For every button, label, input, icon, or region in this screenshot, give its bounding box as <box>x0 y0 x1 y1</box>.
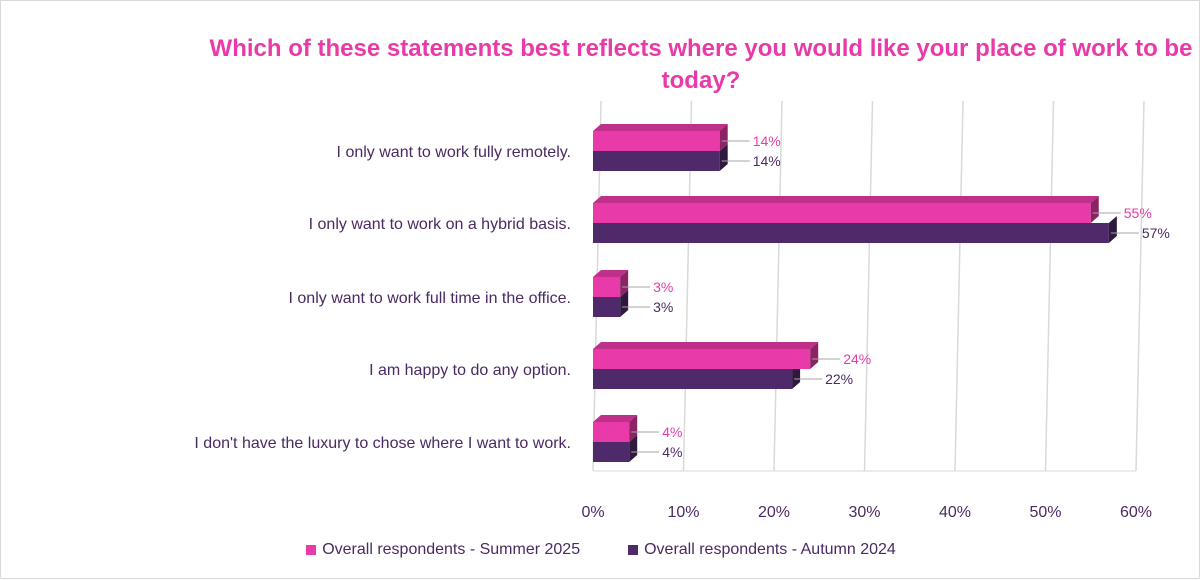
bar-top <box>593 270 629 277</box>
data-label: 4% <box>662 444 682 460</box>
x-tick-label: 0% <box>581 504 604 521</box>
bar-front <box>593 297 621 317</box>
legend-swatch-autumn <box>628 545 639 555</box>
bar-front <box>593 349 811 369</box>
bar-side <box>719 144 728 171</box>
bar-front <box>593 151 720 171</box>
bar-front <box>593 131 720 151</box>
bar-side <box>629 435 638 462</box>
bar-side <box>1108 216 1117 243</box>
data-label: 55% <box>1124 205 1152 221</box>
legend: Overall respondents - Summer 2025 Overal… <box>1 541 1200 559</box>
x-tick-label: 20% <box>758 504 790 521</box>
bar-side <box>620 270 629 297</box>
x-tick-label: 10% <box>667 504 699 521</box>
bar-front <box>593 203 1091 223</box>
legend-swatch-summer <box>306 545 317 555</box>
bar-front <box>593 442 630 462</box>
bar-summer-2025 <box>593 196 1099 223</box>
gridline <box>954 100 964 472</box>
data-label: 4% <box>662 424 682 440</box>
x-tick-label: 60% <box>1120 504 1152 521</box>
bar-summer-2025 <box>593 415 638 442</box>
legend-label-autumn: Overall respondents - Autumn 2024 <box>644 541 896 558</box>
bar-top <box>593 196 1099 203</box>
data-label: 24% <box>843 351 871 367</box>
bar-side <box>719 124 728 151</box>
category-label: I only want to work fully remotely. <box>337 144 571 161</box>
category-label: I don't have the luxury to chose where I… <box>194 435 571 452</box>
gridline <box>773 100 783 472</box>
bar-autumn-2024 <box>593 144 728 171</box>
labels: 0% 10% 20% 30% 40% 50% 60% I only want to work … <box>194 133 1169 521</box>
legend-item-summer-2025: Overall respondents - Summer 2025 <box>306 541 580 559</box>
bar-front <box>593 422 630 442</box>
bar-side <box>620 290 629 317</box>
category-label: I am happy to do any option. <box>369 362 571 379</box>
data-label: 3% <box>653 299 673 315</box>
bar-autumn-2024 <box>593 435 638 462</box>
bar-top <box>593 342 819 349</box>
data-label: 14% <box>753 153 781 169</box>
bar-top <box>593 415 638 422</box>
legend-label-summer: Overall respondents - Summer 2025 <box>322 541 581 558</box>
category-label: I only want to work on a hybrid basis. <box>309 216 571 233</box>
data-label: 22% <box>825 371 853 387</box>
category-label: I only want to work full time in the off… <box>289 290 572 307</box>
bar-summer-2025 <box>593 124 728 151</box>
bar-front <box>593 369 793 389</box>
x-tick-label: 50% <box>1029 504 1061 521</box>
x-tick-label: 30% <box>848 504 880 521</box>
data-label: 3% <box>653 279 673 295</box>
bar-summer-2025 <box>593 270 629 297</box>
bars <box>593 124 1117 462</box>
gridline <box>1135 100 1145 472</box>
bar-front <box>593 277 621 297</box>
bar-top <box>593 124 728 131</box>
bar-autumn-2024 <box>593 216 1117 243</box>
x-tick-label: 40% <box>939 504 971 521</box>
gridline <box>1044 100 1055 472</box>
data-label: 57% <box>1142 225 1170 241</box>
gridlines <box>592 100 1145 472</box>
data-label: 14% <box>753 133 781 149</box>
bar-autumn-2024 <box>593 290 629 317</box>
bar-side <box>1090 196 1099 223</box>
bar-summer-2025 <box>593 342 819 369</box>
bar-side <box>810 342 819 369</box>
bar-side <box>629 415 638 442</box>
bar-front <box>593 223 1109 243</box>
chart-title: Which of these statements best reflects … <box>209 35 1193 94</box>
legend-item-autumn-2024: Overall respondents - Autumn 2024 <box>628 541 896 559</box>
gridline <box>863 100 874 472</box>
